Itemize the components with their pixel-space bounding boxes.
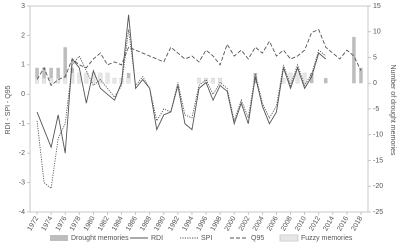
y-tick-label: -4: [19, 209, 25, 216]
y2-tick-label: -5: [373, 106, 379, 113]
y2-axis-label: Number of drought memories: [389, 64, 396, 156]
legend-swatch: [50, 235, 68, 241]
x-tick-label: 2002: [238, 215, 252, 232]
x-tick-label: 1992: [167, 215, 181, 232]
line: [36, 14, 327, 154]
x-tick-label: 1972: [27, 215, 41, 232]
x-tick-label: 2012: [308, 215, 322, 232]
x-tick-label: 2000: [224, 215, 238, 232]
x-tick-label: 1996: [196, 215, 210, 232]
y-tick-label: 1: [21, 62, 25, 69]
y-tick-label: -3: [19, 179, 25, 186]
bar: [309, 72, 314, 84]
bar: [49, 77, 54, 84]
bar: [323, 78, 328, 84]
bar: [98, 72, 103, 84]
y-tick-label: -2: [19, 150, 25, 157]
legend-label: Fuzzy memories: [301, 235, 353, 242]
bar: [105, 72, 110, 84]
y2-tick-label: 10: [373, 29, 381, 36]
y-tick-label: 3: [21, 3, 25, 10]
x-tick-label: 2014: [322, 215, 336, 232]
bar: [112, 77, 117, 84]
x-tick-label: 2004: [252, 215, 266, 232]
bar: [49, 67, 53, 84]
bar: [35, 67, 39, 84]
bar: [352, 36, 356, 84]
bar: [295, 72, 300, 84]
bar: [35, 77, 40, 84]
x-tick-label: 1988: [139, 215, 153, 232]
x-tick-label: 2006: [266, 215, 280, 232]
legend-label: RDI: [151, 235, 163, 242]
x-tick-label: 1990: [153, 215, 167, 232]
y-tick-label: 2: [21, 32, 25, 39]
y2-tick-label: -10: [373, 132, 383, 139]
legend-label: Drought memories: [71, 235, 129, 242]
bar: [84, 72, 89, 84]
y2-tick-label: 0: [373, 80, 377, 87]
y2-tick-label: -20: [373, 183, 383, 190]
bar: [288, 72, 293, 84]
x-tick-label: 1980: [83, 215, 97, 232]
bar: [42, 77, 47, 84]
y2-tick-label: 5: [373, 54, 377, 61]
bar: [211, 77, 216, 84]
bar: [197, 77, 201, 84]
x-tick-label: 1974: [41, 215, 55, 232]
x-tick-label: 1998: [210, 215, 224, 232]
x-tick-label: 1984: [111, 215, 125, 232]
bar: [126, 77, 131, 84]
x-tick-label: 1978: [69, 215, 83, 232]
y-axis-label: RDI - SPI - Q95: [5, 85, 12, 134]
bar: [63, 77, 68, 84]
x-tick-label: 1976: [55, 215, 69, 232]
bar: [359, 67, 363, 84]
x-tick-label: 2016: [336, 215, 350, 232]
x-tick-label: 2010: [294, 215, 308, 232]
bar: [302, 72, 307, 84]
y2-tick-label: 15: [373, 3, 381, 10]
plot-frame: [29, 5, 369, 213]
y2-tick-label: -15: [373, 157, 383, 164]
legend-swatch: [279, 234, 299, 242]
bar: [42, 67, 46, 84]
bar: [63, 47, 67, 84]
y-tick-label: 0: [21, 91, 25, 98]
x-tick-label: 1986: [125, 215, 139, 232]
legend-label: SPI: [201, 235, 212, 242]
line: [36, 29, 327, 190]
y2-tick-label: -25: [373, 209, 383, 216]
x-tick-label: 1982: [97, 215, 111, 232]
bar: [281, 77, 286, 84]
line: [36, 28, 362, 87]
x-tick-label: 2018: [350, 215, 364, 232]
y-tick-label: -1: [19, 121, 25, 128]
bar: [56, 67, 60, 84]
x-tick-label: 2008: [280, 215, 294, 232]
legend-label: Q95: [251, 235, 264, 242]
x-tick-label: 1994: [181, 215, 195, 232]
